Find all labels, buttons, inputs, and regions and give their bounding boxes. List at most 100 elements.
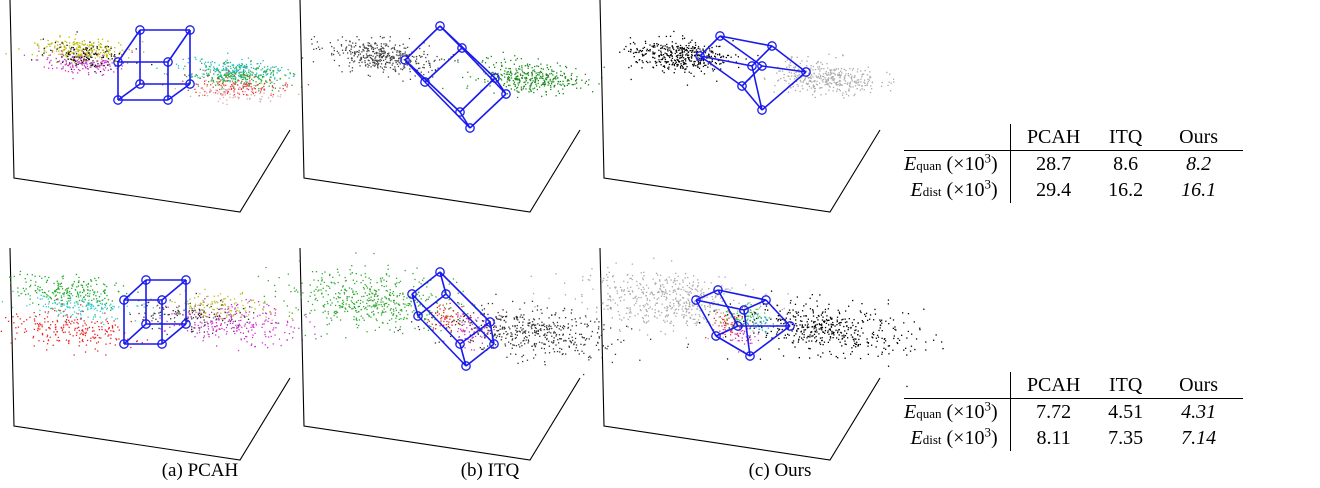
scatter-point [702, 48, 704, 50]
scatter-point [237, 84, 239, 86]
scatter-point [434, 59, 436, 61]
scatter-point [378, 289, 380, 291]
scatter-point [392, 68, 394, 70]
scatter-point [102, 59, 104, 62]
scatter-point [510, 59, 512, 62]
scatter-point [279, 69, 281, 71]
scatter-point [509, 328, 511, 330]
scatter-point [709, 50, 711, 52]
scatter-point [790, 72, 792, 74]
scatter-point [409, 68, 411, 70]
scatter-point [77, 41, 79, 44]
scatter-point [66, 292, 68, 294]
scatter-point [30, 279, 32, 282]
scatter-point [263, 89, 265, 91]
scatter-point [396, 63, 399, 65]
scatter-point [687, 51, 689, 54]
scatter-point [421, 55, 423, 58]
scatter-point [698, 67, 701, 69]
scatter-point [75, 51, 77, 53]
scatter-point [86, 47, 88, 49]
scatter-point [178, 305, 180, 307]
scatter-point [209, 69, 212, 71]
scatter-point [893, 81, 895, 83]
scatter-point [68, 319, 70, 322]
scatter-point [50, 49, 52, 51]
scatter-point [479, 347, 481, 349]
scatter-point [191, 331, 193, 333]
scatter-point [376, 307, 379, 309]
scatter-point [297, 291, 299, 293]
scatter-point [213, 69, 215, 71]
scatter-point [559, 347, 561, 350]
scatter-point [531, 345, 533, 347]
scatter-point [356, 327, 359, 329]
scatter-point [67, 291, 69, 294]
scatter-point [385, 63, 387, 65]
scatter-point [230, 77, 233, 80]
scatter-point [18, 48, 20, 50]
scatter-point [374, 47, 376, 50]
scatter-point [699, 57, 701, 60]
scatter-point [61, 276, 63, 278]
scatter-point [17, 326, 20, 328]
scatter-point [869, 91, 872, 94]
scatter-point [138, 312, 140, 315]
scatter-point [67, 53, 70, 55]
scatter-point [574, 341, 576, 343]
scatter-point [91, 299, 93, 302]
scatter-point [381, 310, 384, 312]
scatter-point [857, 79, 860, 81]
scatter-point [231, 87, 233, 90]
scatter-point [87, 58, 90, 60]
scatter-point [801, 75, 804, 78]
scatter-point [56, 339, 58, 341]
scatter-point [286, 324, 288, 326]
scatter-point [70, 293, 72, 295]
scatter-point [319, 48, 321, 51]
scatter-point [863, 81, 865, 83]
scatter-point [670, 60, 673, 62]
scatter-point [351, 296, 353, 299]
scatter-point [520, 314, 522, 316]
scatter-point [448, 307, 451, 310]
scatter-point [57, 286, 59, 288]
scatter-point [521, 67, 523, 69]
scatter-point [665, 53, 668, 55]
scatter-point [516, 78, 519, 80]
scatter-point [434, 342, 437, 344]
scatter-point [47, 298, 50, 300]
scatter-point [688, 45, 690, 47]
scatter-point [224, 298, 226, 300]
scatter-point [94, 57, 96, 59]
scatter-point [221, 327, 223, 330]
scatter-point [249, 306, 251, 308]
scatter-point [31, 59, 33, 61]
cube-vertex [119, 295, 129, 305]
scatter-point [24, 328, 26, 330]
scatter-point [790, 58, 792, 60]
scatter-point [426, 314, 428, 316]
scatter-point [738, 66, 740, 69]
scatter-point [443, 59, 445, 61]
scatter-point [399, 63, 401, 65]
scatter-point [553, 86, 555, 88]
scatter-point [359, 45, 361, 48]
scatter-point [518, 82, 521, 84]
scatter-point [110, 303, 112, 305]
scatter-point [820, 61, 822, 64]
scatter-point [436, 55, 438, 58]
scatter-point [316, 299, 319, 302]
scatter-point [696, 59, 698, 61]
scatter-point [546, 325, 548, 327]
scatter-point [493, 92, 495, 94]
scatter-point [526, 63, 529, 65]
scatter-point [41, 333, 44, 335]
scatter-point [225, 66, 227, 69]
scatter-point [544, 333, 546, 335]
scatter-point [843, 68, 846, 71]
scatter-point [237, 80, 239, 82]
scatter-point [849, 83, 851, 85]
scatter-point [82, 305, 84, 308]
scatter-point [515, 336, 517, 339]
